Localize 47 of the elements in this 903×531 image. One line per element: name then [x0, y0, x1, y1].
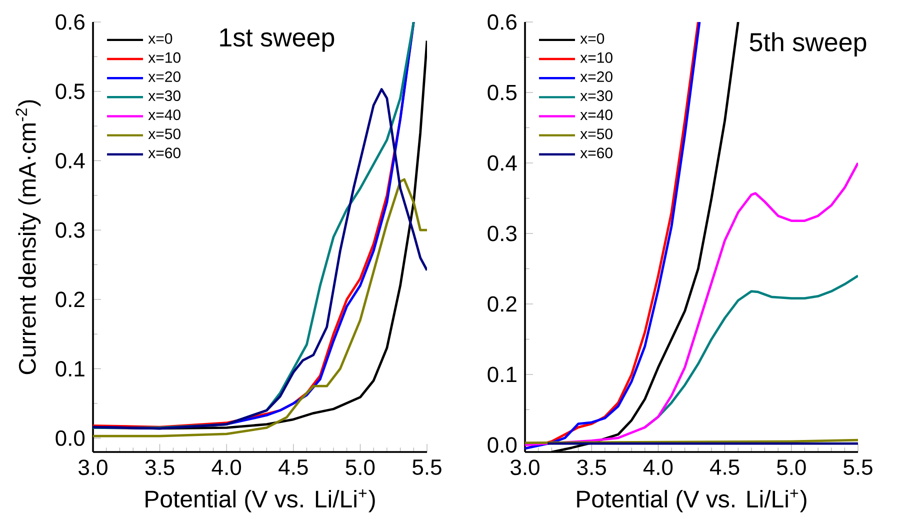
x-tick-label: 5.5 — [412, 460, 442, 475]
legend-label: x=10 — [148, 52, 180, 63]
x-tick-label: 5.0 — [776, 460, 806, 476]
y-tick-label: 0.5 — [488, 84, 516, 100]
x-tick-label: 5.5 — [844, 460, 872, 475]
y-tick-label: 0.2 — [488, 296, 516, 312]
y-tick-label: 0.0 — [56, 430, 85, 446]
x-axis-title: Potential (V vs. Li/Li$^{+}$) — [577, 489, 806, 512]
legend-label: x=30 — [580, 90, 612, 102]
x-tick-label: 4.5 — [278, 460, 308, 475]
y-tick-label: 0.2 — [56, 292, 84, 308]
y-tick-label: 0.6 — [56, 14, 84, 30]
legend-label: x=50 — [148, 128, 180, 140]
chart-title: 5th sweep — [750, 32, 866, 57]
legend-label: x=0 — [148, 33, 172, 44]
y-tick-label: 0.3 — [488, 226, 516, 242]
y-tick-label: 0.3 — [56, 222, 84, 238]
legend-label: x=40 — [580, 110, 612, 120]
x-tick-label: 4.0 — [643, 460, 673, 476]
x-tick-label: 4.5 — [710, 460, 740, 475]
y-tick-label: 0.6 — [488, 14, 516, 30]
legend-label: x=20 — [148, 71, 180, 82]
y-tick-label: 0.1 — [56, 361, 84, 377]
legend-label: x=40 — [148, 109, 180, 120]
line-series — [93, 178, 428, 438]
chart-title: 1st sweep — [220, 28, 334, 52]
legend-label: x=60 — [148, 148, 180, 158]
x-tick-label: 3.5 — [145, 460, 174, 476]
legend-label: x=20 — [580, 71, 612, 82]
y-tick-label: 0.4 — [488, 155, 517, 171]
y-tick-label: 0.1 — [488, 366, 516, 382]
line-series — [525, 162, 858, 446]
x-tick-label: 3.0 — [510, 460, 540, 476]
y-tick-label: 0.0 — [488, 437, 517, 453]
y-axis-title: Current density (mA·cm$^{-2}$) — [16, 100, 41, 374]
legend-label: x=0 — [580, 33, 604, 44]
x-axis-title: Potential (V vs. Li/Li$^{+}$) — [146, 489, 375, 512]
x-tick-label: 5.0 — [346, 460, 375, 476]
x-tick-label: 3.0 — [78, 460, 108, 476]
legend-label: x=10 — [580, 52, 612, 63]
legend-label: x=50 — [580, 128, 612, 140]
y-tick-label: 0.4 — [56, 152, 85, 169]
x-tick-label: 4.0 — [212, 460, 242, 476]
legend-label: x=60 — [580, 148, 612, 158]
legend-label: x=30 — [148, 90, 180, 102]
x-tick-label: 3.5 — [577, 460, 606, 476]
y-tick-label: 0.5 — [56, 84, 84, 100]
